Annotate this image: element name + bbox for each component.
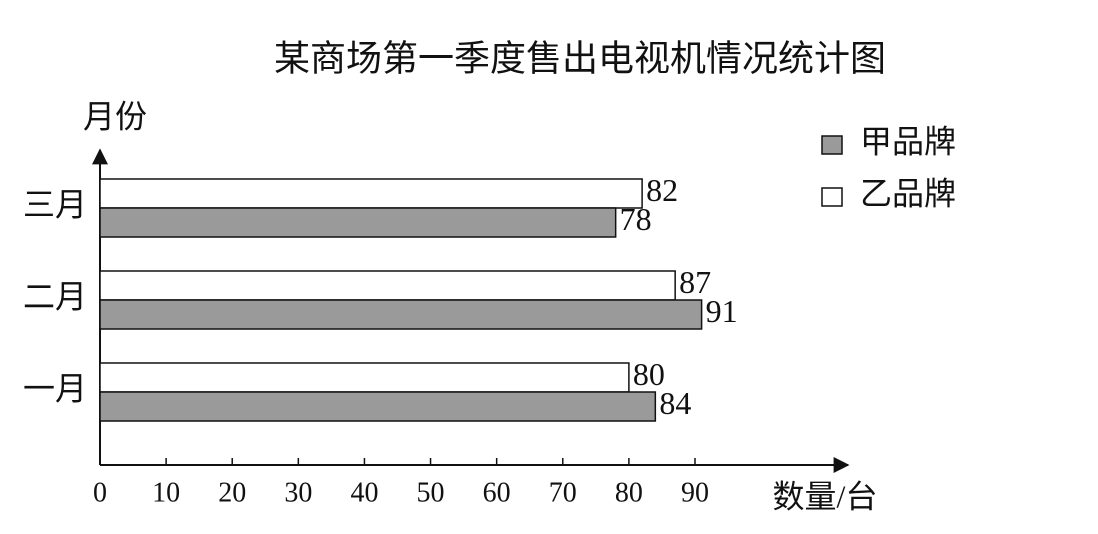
data-label: 78 xyxy=(620,201,652,237)
legend-swatch xyxy=(821,187,843,207)
y-tick-label: 三月 xyxy=(23,186,87,222)
data-label: 91 xyxy=(706,293,738,329)
data-label: 82 xyxy=(646,172,678,208)
x-tick-label: 80 xyxy=(615,477,643,508)
data-label: 87 xyxy=(679,264,711,300)
x-tick-label: 50 xyxy=(417,477,445,508)
bar xyxy=(99,362,630,393)
bar xyxy=(99,299,703,330)
data-label: 84 xyxy=(659,385,691,421)
y-tick-label: 二月 xyxy=(23,278,87,314)
chart-title: 某商场第一季度售出电视机情况统计图 xyxy=(274,38,886,78)
bar xyxy=(99,391,657,422)
y-axis-label: 月份 xyxy=(83,98,147,134)
y-tick-label: 一月 xyxy=(23,370,87,406)
data-label: 80 xyxy=(633,356,665,392)
legend-label: 甲品牌 xyxy=(860,123,956,159)
bar xyxy=(99,207,617,238)
x-tick-label: 60 xyxy=(483,477,511,508)
x-tick-label: 40 xyxy=(350,477,378,508)
x-tick-label: 70 xyxy=(549,477,577,508)
legend-swatch xyxy=(821,135,843,155)
bar xyxy=(99,270,676,301)
x-tick-label: 30 xyxy=(284,477,312,508)
x-tick-label: 0 xyxy=(93,477,107,508)
bar xyxy=(99,178,643,209)
x-tick-label: 20 xyxy=(218,477,246,508)
legend-label: 乙品牌 xyxy=(860,175,956,211)
x-tick-label: 90 xyxy=(681,477,709,508)
x-tick-label: 10 xyxy=(152,477,180,508)
x-axis-label: 数量/台 xyxy=(773,478,878,514)
